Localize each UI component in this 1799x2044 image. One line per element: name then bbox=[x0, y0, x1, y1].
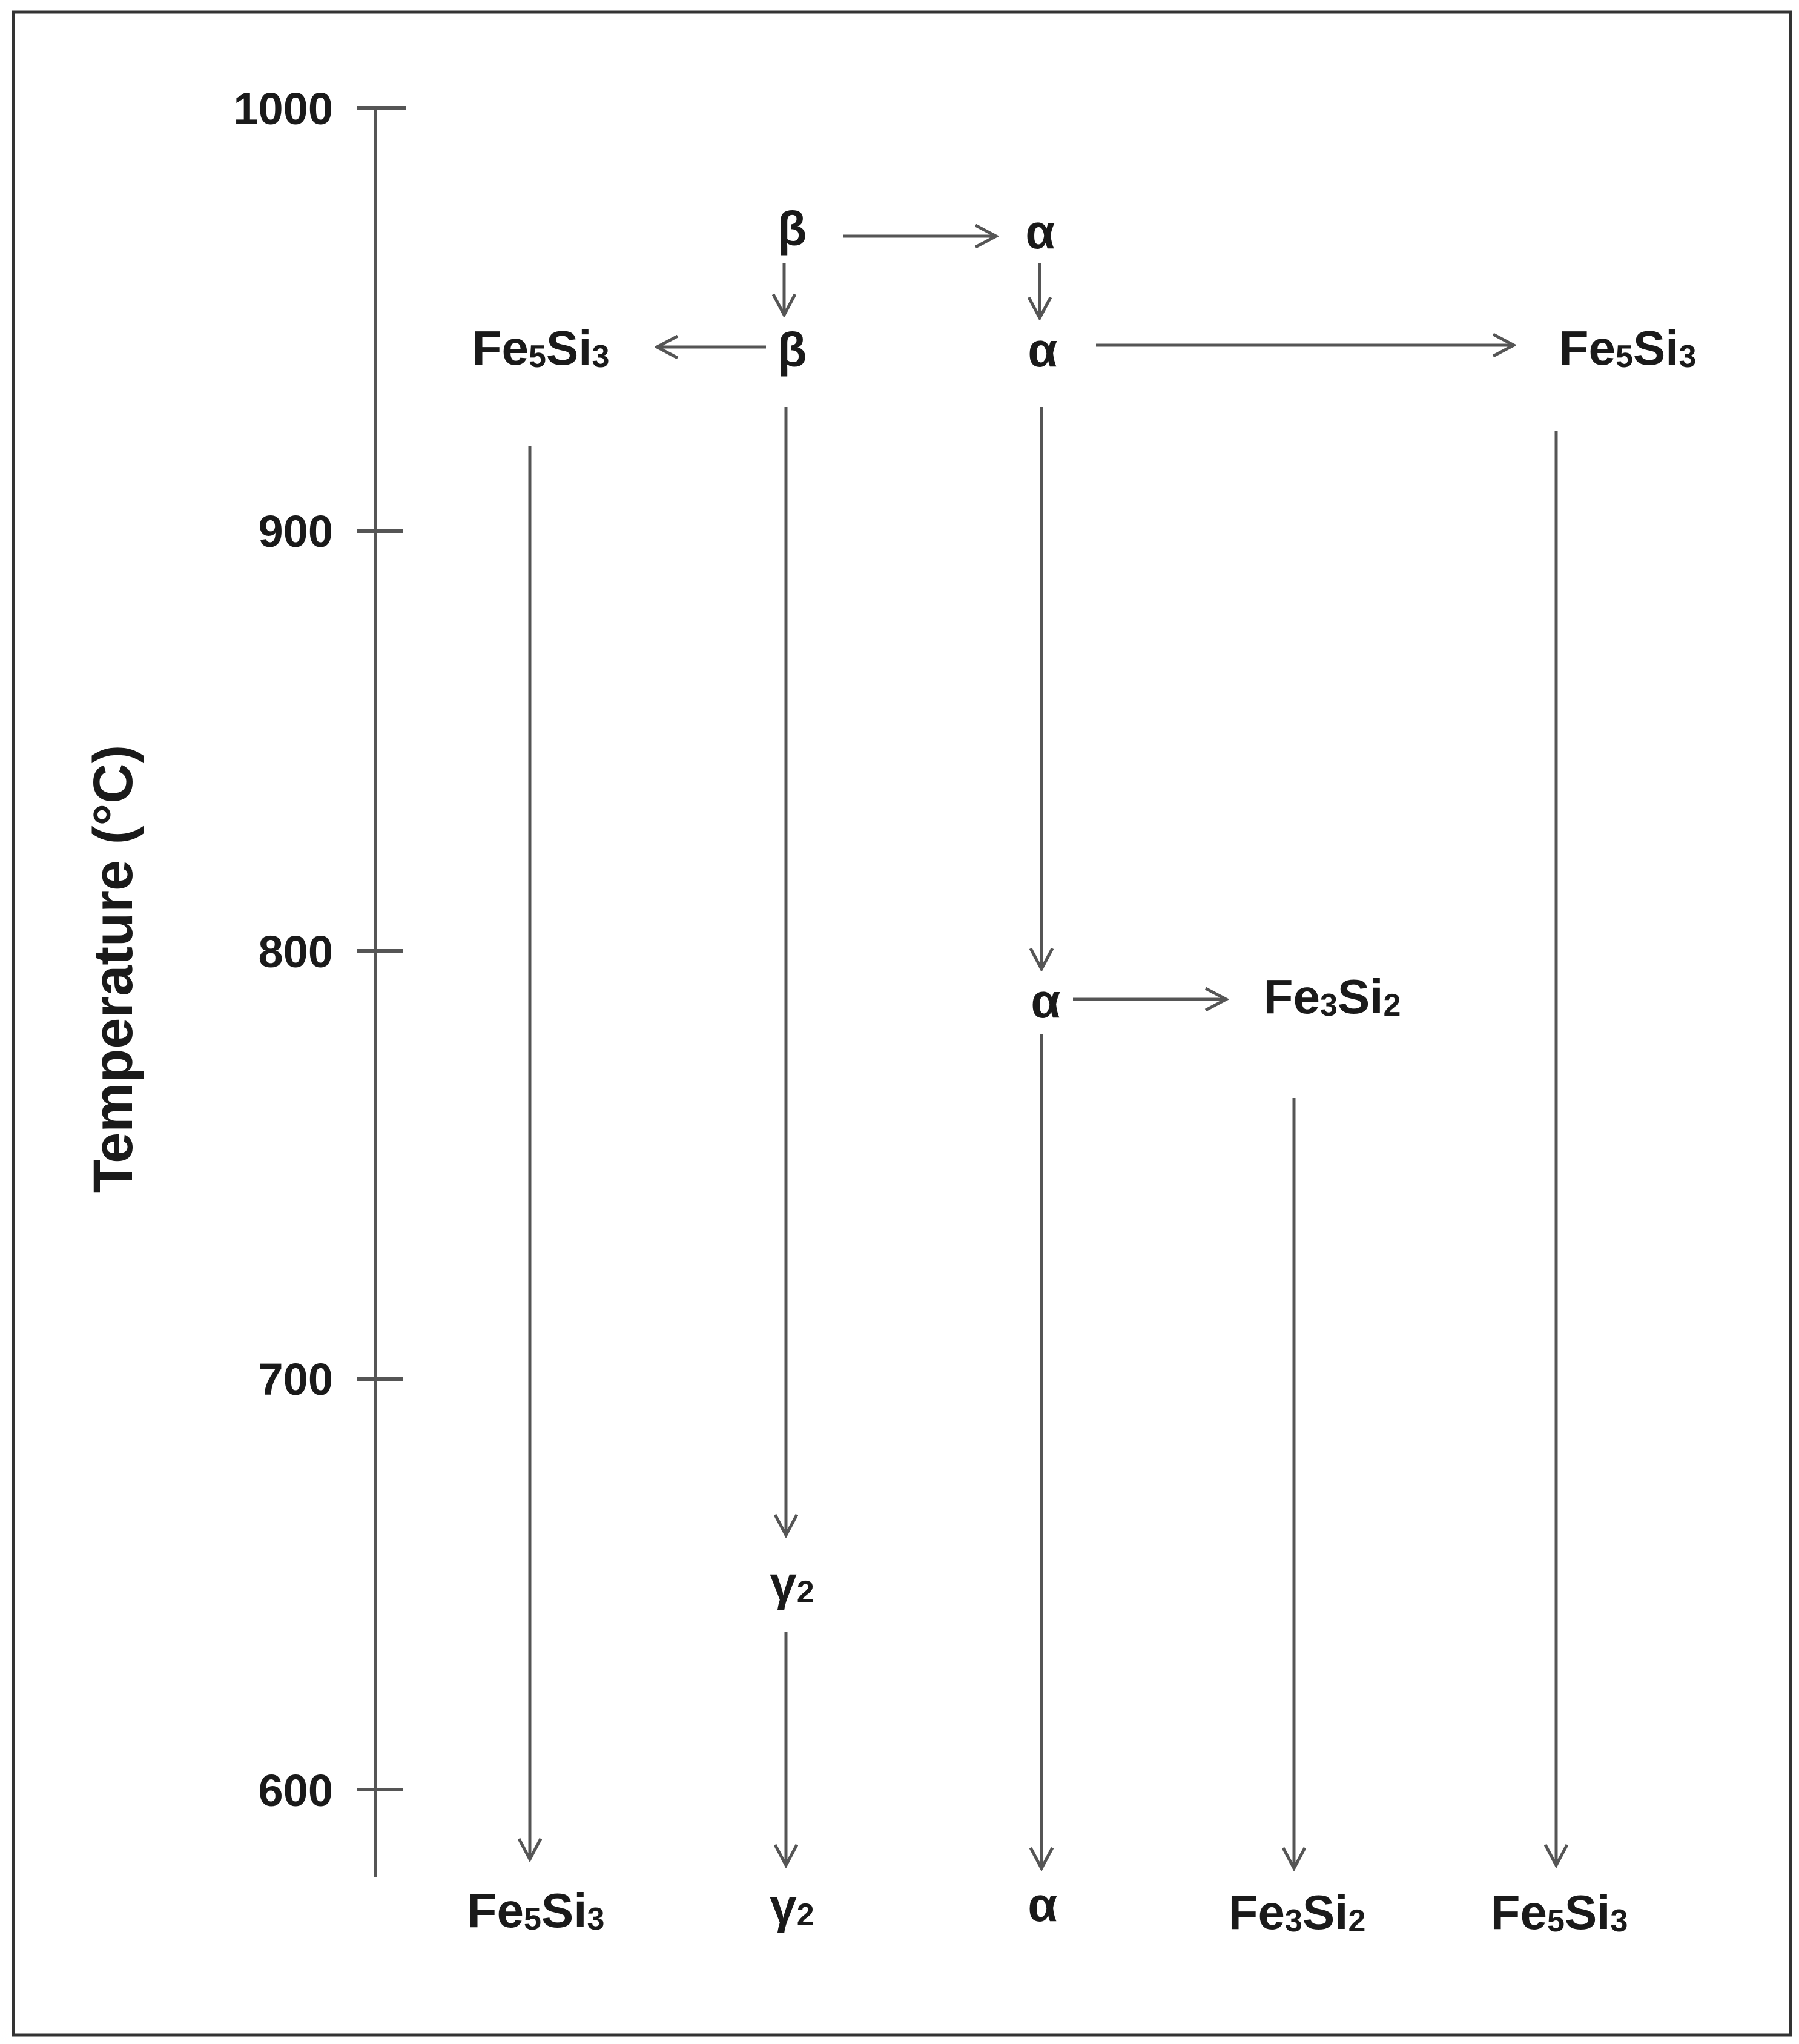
phase-alpha-mid: α bbox=[1028, 323, 1057, 377]
tick-label-600: 600 bbox=[259, 1765, 333, 1816]
tick-label-1000: 1000 bbox=[233, 84, 333, 134]
phase-gamma2-bottom: γ2 bbox=[770, 1879, 814, 1933]
vertical-arrows bbox=[530, 263, 1556, 1868]
phase-alpha-bottom: α bbox=[1028, 1877, 1057, 1931]
tick-label-800: 800 bbox=[259, 927, 333, 977]
tick-labels: 1000 900 800 700 600 bbox=[233, 84, 333, 1816]
tick-label-900: 900 bbox=[259, 506, 333, 557]
phase-alpha-top: α bbox=[1025, 205, 1055, 259]
phase-alpha-800: α bbox=[1031, 974, 1060, 1028]
axis-ticks bbox=[357, 106, 406, 1791]
horizontal-arrows bbox=[657, 236, 1514, 999]
phase-fe5si3-left-upper: Fe5Si3 bbox=[472, 321, 610, 375]
axis-title: Temperature (°C) bbox=[82, 745, 144, 1194]
phase-fe5si3-left-bottom: Fe5Si3 bbox=[467, 1884, 605, 1937]
phase-fe3si2-bottom: Fe3Si2 bbox=[1229, 1885, 1366, 1939]
phase-gamma2-mid: γ2 bbox=[770, 1556, 814, 1610]
phase-labels: β α Fe5Si3 β α Fe5Si3 α Fe3Si2 γ2 Fe5Si3… bbox=[467, 202, 1697, 1939]
tick-label-700: 700 bbox=[259, 1354, 333, 1404]
phase-fe5si3-right-upper: Fe5Si3 bbox=[1559, 321, 1697, 375]
figure-frame bbox=[12, 10, 1792, 2037]
phase-fe5si3-right-bottom: Fe5Si3 bbox=[1491, 1885, 1628, 1939]
phase-beta-mid: β bbox=[777, 323, 807, 377]
phase-beta-top: β bbox=[777, 202, 807, 256]
phase-fe3si2-upper: Fe3Si2 bbox=[1264, 970, 1401, 1024]
